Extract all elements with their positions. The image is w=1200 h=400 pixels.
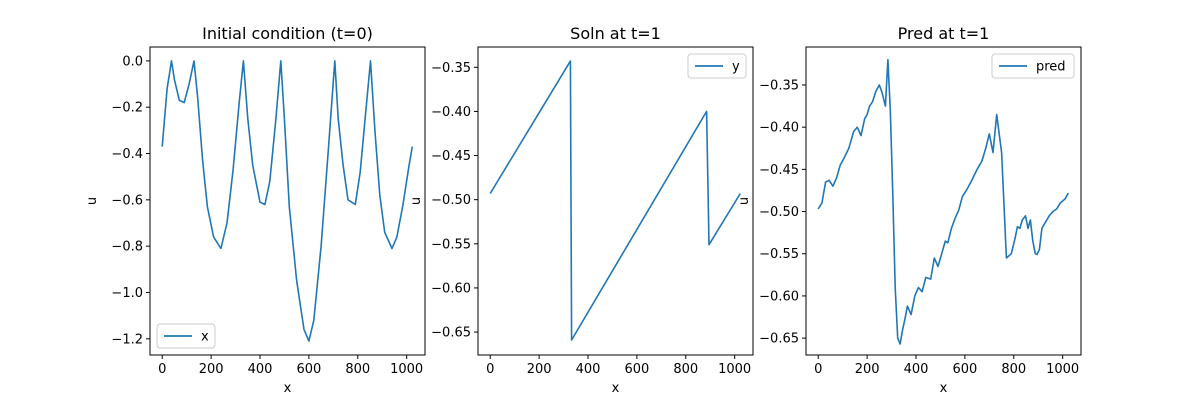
y-tick-label: −0.45 — [759, 163, 799, 178]
x-axis-label: x — [612, 381, 620, 396]
subplot-2: 0 200 400 600 800 1000 −0.35 −0.40 −0.45 −0.50 −0.… — [409, 24, 754, 396]
legend-label: x — [201, 330, 209, 345]
y-tick-label: −0.55 — [431, 237, 471, 252]
subplot-1: 0 200 400 600 800 1000 0.0 −0.2 −0.4 −0.6 −0.8 −1.0… — [85, 24, 426, 396]
y-tick-label: −0.40 — [759, 121, 799, 136]
y-tick-label: −0.45 — [431, 149, 471, 164]
legend: x — [156, 323, 216, 349]
y-axis-label: u — [409, 197, 424, 205]
x-tick-label: 600 — [952, 362, 977, 377]
y-tick-label: −0.65 — [431, 326, 471, 341]
y-tick-label: −0.55 — [759, 247, 799, 262]
x-axis-label: x — [284, 381, 292, 396]
y-tick-label: −1.2 — [111, 332, 143, 347]
x-tick-label: 800 — [1001, 362, 1026, 377]
series-line-x — [161, 60, 414, 342]
y-tick-label: −0.60 — [431, 281, 471, 296]
y-axis-label: u — [85, 197, 100, 205]
plot-frame — [805, 46, 1082, 356]
x-tick-label: 1000 — [1046, 362, 1079, 377]
y-tick-label: −0.6 — [111, 193, 143, 208]
x-tick-label: 200 — [527, 362, 552, 377]
y-tick-label: −0.35 — [431, 61, 471, 76]
chart-title: Soln at t=1 — [570, 24, 661, 43]
y-tick-label: −1.0 — [111, 286, 143, 301]
y-tick-label: −0.8 — [111, 240, 143, 255]
y-axis-label: u — [737, 197, 752, 205]
x-tick-label: 0 — [814, 362, 822, 377]
x-tick-label: 0 — [158, 362, 166, 377]
y-tick-label: −0.2 — [111, 101, 143, 116]
legend: y — [687, 53, 747, 79]
x-tick-label: 800 — [345, 362, 370, 377]
x-tick-label: 600 — [296, 362, 321, 377]
subplot-3: 0 200 400 600 800 1000 −0.35 −0.40 −0.45 −0.50 −0.… — [737, 24, 1082, 396]
x-tick-label: 0 — [486, 362, 494, 377]
y-tick-label: −0.4 — [111, 147, 143, 162]
plot-frame — [149, 46, 426, 356]
x-tick-label: 1000 — [718, 362, 751, 377]
legend-label: y — [732, 60, 740, 75]
chart-title: Initial condition (t=0) — [202, 24, 373, 43]
y-tick-label: −0.35 — [759, 78, 799, 93]
series-line-pred — [817, 58, 1070, 345]
x-tick-label: 1000 — [390, 362, 423, 377]
series-line-y — [489, 60, 741, 341]
plot-frame — [477, 46, 754, 356]
x-tick-label: 600 — [624, 362, 649, 377]
y-tick-label: −0.65 — [759, 332, 799, 347]
legend-box — [991, 53, 1075, 79]
legend: pred — [991, 53, 1075, 79]
x-tick-label: 200 — [855, 362, 880, 377]
y-tick-label: −0.50 — [431, 193, 471, 208]
x-tick-label: 400 — [576, 362, 601, 377]
x-tick-label: 800 — [673, 362, 698, 377]
x-axis-label: x — [940, 381, 948, 396]
x-tick-label: 400 — [904, 362, 929, 377]
y-tick-label: −0.50 — [759, 205, 799, 220]
y-tick-label: −0.60 — [759, 289, 799, 304]
x-tick-label: 400 — [248, 362, 273, 377]
legend-label: pred — [1036, 60, 1066, 75]
x-tick-label: 200 — [199, 362, 224, 377]
chart-title: Pred at t=1 — [898, 24, 990, 43]
y-tick-label: 0.0 — [122, 54, 143, 69]
y-tick-label: −0.40 — [431, 105, 471, 120]
